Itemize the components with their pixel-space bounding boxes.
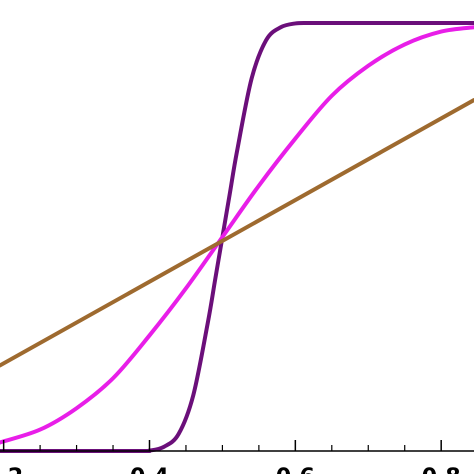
series-layer [0, 20, 474, 454]
series-line-1 [0, 20, 474, 454]
x-tick-label: 0.2 [0, 465, 23, 474]
x-tick-label: 0.4 [130, 465, 169, 474]
x-tick-label: 0.6 [276, 465, 315, 474]
series-line-3 [0, 98, 474, 368]
x-tick-label: 0.8 [422, 465, 461, 474]
series-line-2 [0, 25, 474, 445]
ticks-layer: 0.2 0.4 0.6 0.8 [0, 440, 461, 474]
